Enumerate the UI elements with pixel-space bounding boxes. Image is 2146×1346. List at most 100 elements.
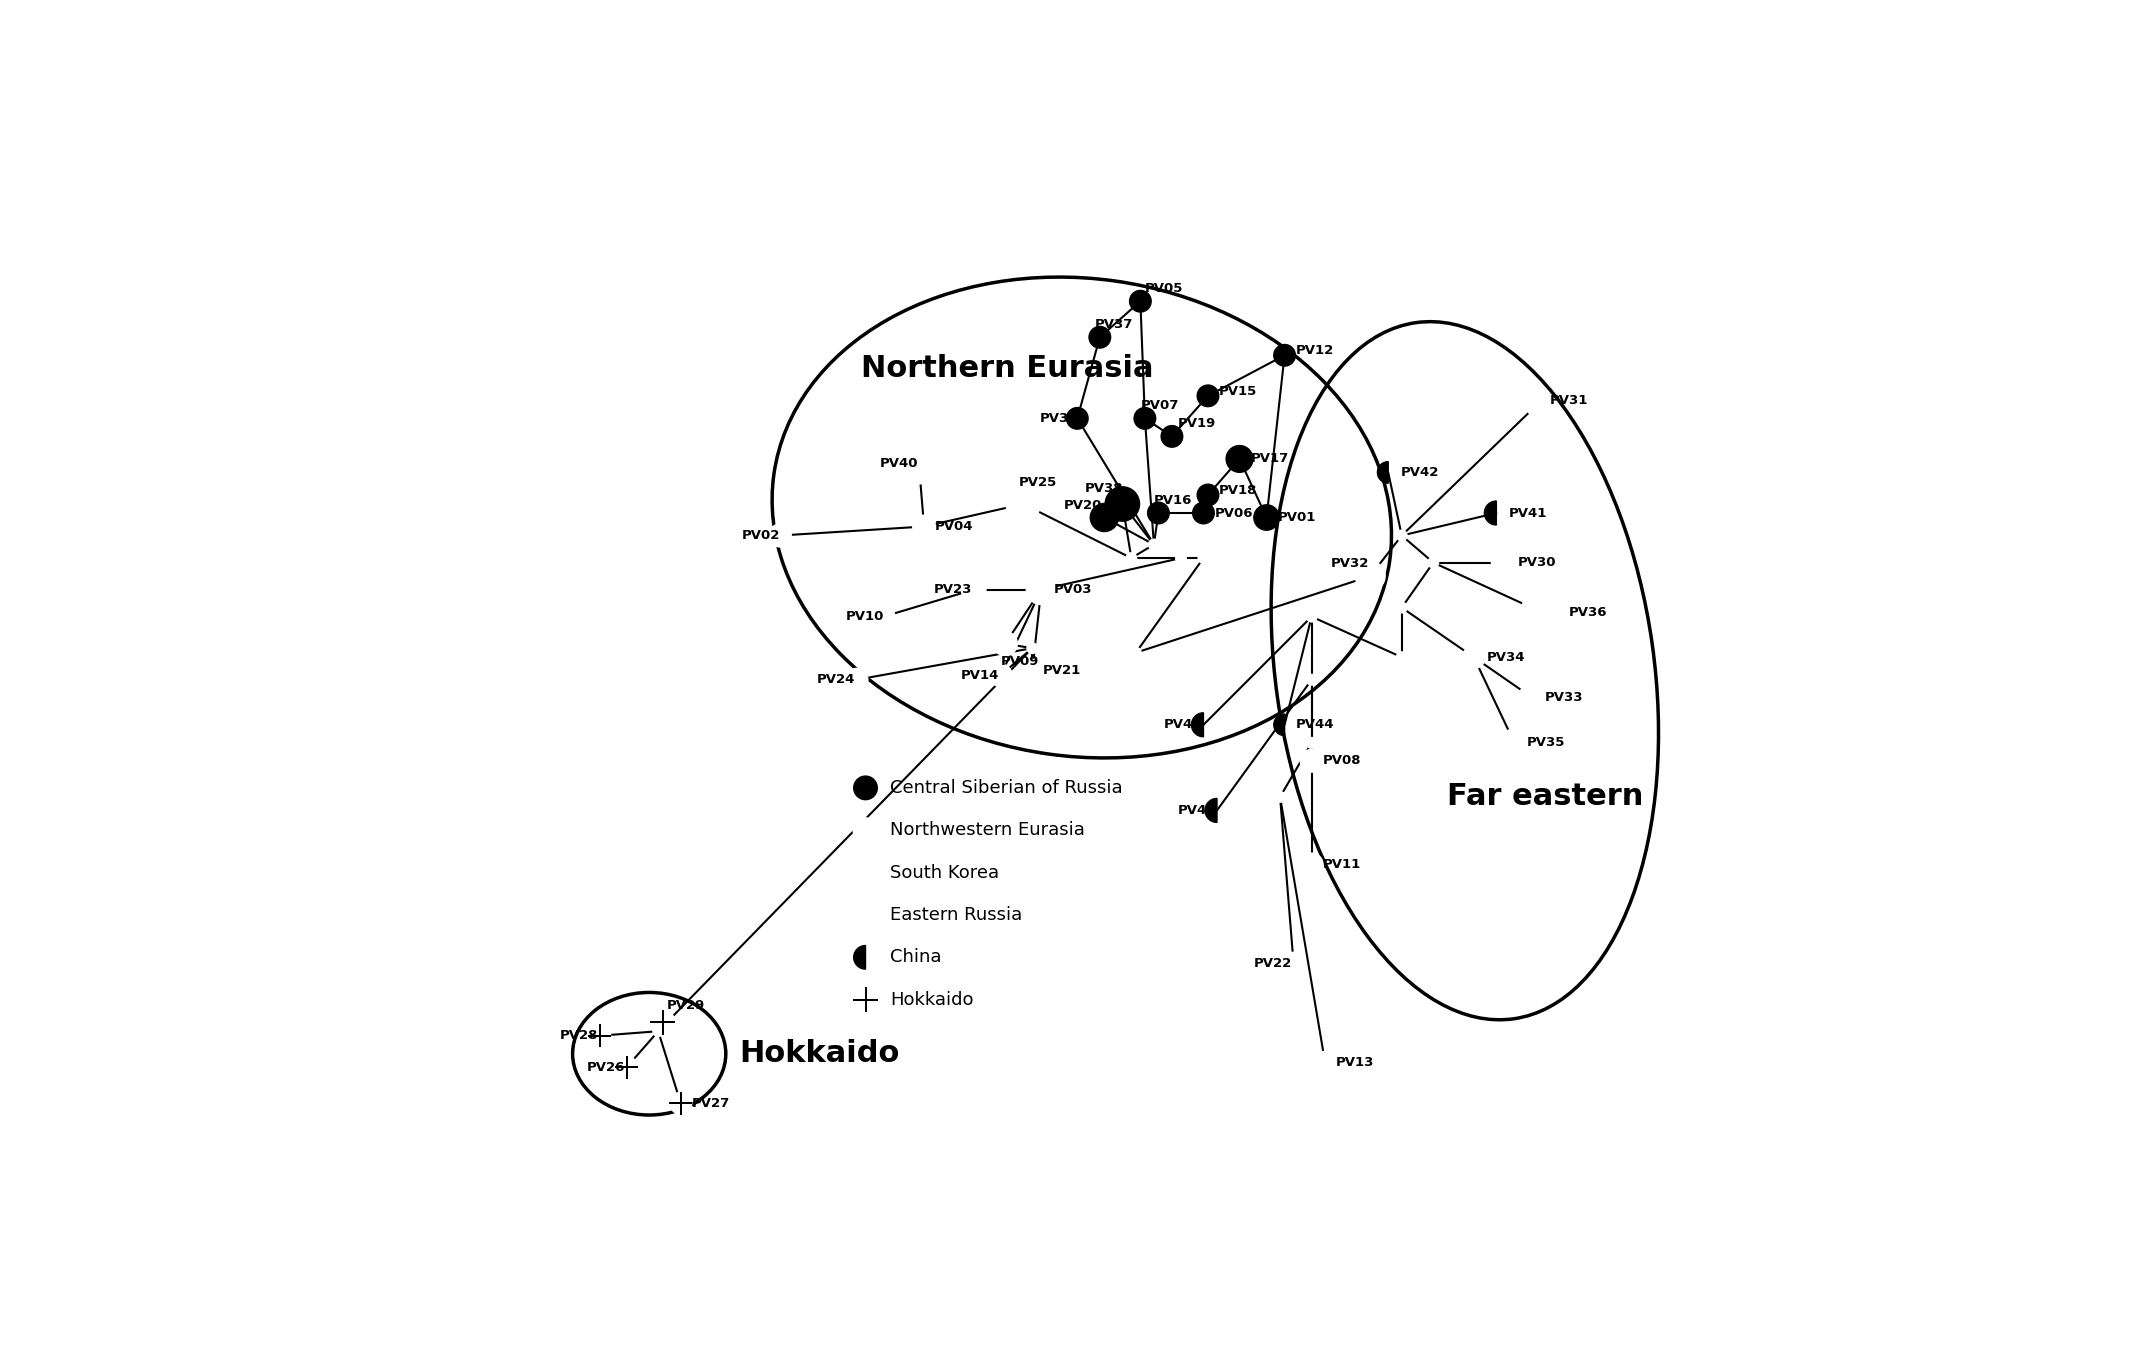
Text: PV21: PV21: [1043, 664, 1082, 677]
Circle shape: [1356, 561, 1384, 591]
Text: PV35: PV35: [1528, 736, 1564, 750]
Text: PV12: PV12: [1296, 345, 1333, 357]
Text: PV40: PV40: [880, 456, 918, 470]
Text: PV13: PV13: [1337, 1057, 1373, 1069]
Text: Far eastern: Far eastern: [1446, 782, 1644, 812]
Circle shape: [908, 462, 931, 483]
Circle shape: [1275, 345, 1296, 366]
Circle shape: [1491, 549, 1519, 576]
Text: PV08: PV08: [1322, 754, 1361, 767]
Text: PV06: PV06: [1215, 506, 1253, 520]
Circle shape: [994, 633, 1017, 656]
Text: Hokkaido: Hokkaido: [740, 1039, 899, 1069]
Text: PV44: PV44: [1296, 719, 1335, 731]
Circle shape: [1197, 385, 1219, 406]
Text: PV43: PV43: [1178, 804, 1217, 817]
Circle shape: [989, 665, 1011, 686]
Circle shape: [1028, 575, 1056, 604]
Circle shape: [1313, 1053, 1337, 1074]
Circle shape: [854, 777, 878, 800]
Text: PV14: PV14: [961, 669, 1000, 681]
Circle shape: [1161, 425, 1182, 447]
Text: PV42: PV42: [1401, 466, 1440, 479]
Polygon shape: [1378, 462, 1388, 483]
Text: South Korea: South Korea: [891, 864, 998, 882]
Text: PV36: PV36: [1569, 606, 1607, 619]
Text: PV28: PV28: [560, 1030, 599, 1042]
Text: PV27: PV27: [691, 1097, 730, 1110]
Text: PV03: PV03: [1054, 583, 1092, 596]
Circle shape: [1397, 603, 1406, 612]
Text: PV17: PV17: [1251, 452, 1290, 466]
Text: PV24: PV24: [818, 673, 856, 686]
Circle shape: [1464, 646, 1485, 668]
Text: PV02: PV02: [743, 529, 781, 542]
Circle shape: [1067, 408, 1088, 429]
Text: Northern Eurasia: Northern Eurasia: [861, 354, 1155, 384]
Text: PV29: PV29: [667, 1000, 706, 1012]
Text: PV30: PV30: [1517, 556, 1556, 569]
Text: PV31: PV31: [1549, 394, 1588, 406]
Circle shape: [854, 903, 878, 927]
Text: PV20: PV20: [1064, 499, 1103, 513]
Circle shape: [1397, 653, 1406, 662]
Circle shape: [1105, 487, 1140, 521]
Circle shape: [1131, 647, 1142, 658]
Text: PV34: PV34: [1487, 650, 1526, 664]
Circle shape: [1526, 394, 1547, 416]
Circle shape: [670, 1093, 691, 1113]
Text: Northwestern Eurasia: Northwestern Eurasia: [891, 821, 1084, 840]
Text: PV04: PV04: [936, 520, 974, 533]
Text: PV16: PV16: [1155, 494, 1193, 507]
Text: Hokkaido: Hokkaido: [891, 991, 974, 1008]
Circle shape: [961, 577, 985, 602]
Text: PV07: PV07: [1140, 400, 1178, 412]
Circle shape: [1397, 530, 1406, 541]
Text: PV23: PV23: [934, 583, 972, 596]
Text: China: China: [891, 949, 942, 966]
Polygon shape: [1485, 501, 1496, 525]
Text: PV11: PV11: [1322, 857, 1361, 871]
Circle shape: [1300, 750, 1322, 771]
Text: Eastern Russia: Eastern Russia: [891, 906, 1021, 923]
Text: PV15: PV15: [1219, 385, 1258, 398]
Circle shape: [854, 988, 878, 1011]
Text: PV19: PV19: [1178, 417, 1215, 431]
Circle shape: [854, 818, 878, 843]
Circle shape: [1193, 502, 1215, 524]
Text: PV18: PV18: [1219, 485, 1258, 497]
Circle shape: [1300, 853, 1322, 875]
Text: PV37: PV37: [1094, 318, 1133, 331]
Circle shape: [1275, 791, 1285, 802]
Circle shape: [1129, 291, 1150, 312]
Circle shape: [1307, 674, 1318, 685]
Circle shape: [1090, 503, 1118, 532]
Text: PV41: PV41: [1509, 506, 1547, 520]
Circle shape: [1307, 611, 1318, 622]
Circle shape: [1283, 953, 1305, 975]
Text: PV05: PV05: [1144, 283, 1182, 295]
Text: PV32: PV32: [1331, 557, 1369, 569]
Circle shape: [1088, 327, 1112, 349]
Circle shape: [1500, 730, 1528, 756]
Circle shape: [1429, 557, 1438, 568]
Circle shape: [1197, 485, 1219, 506]
Circle shape: [1225, 446, 1253, 472]
Polygon shape: [1191, 713, 1204, 736]
Circle shape: [846, 669, 867, 690]
Circle shape: [616, 1057, 637, 1078]
Text: PV10: PV10: [846, 610, 884, 623]
Text: PV39: PV39: [1039, 412, 1077, 425]
Text: PV09: PV09: [1000, 656, 1039, 668]
Circle shape: [590, 1026, 609, 1046]
Circle shape: [650, 1011, 674, 1034]
Circle shape: [1021, 660, 1043, 681]
Polygon shape: [1275, 713, 1285, 735]
Text: PV33: PV33: [1545, 692, 1584, 704]
Circle shape: [652, 1026, 663, 1036]
Circle shape: [1127, 553, 1137, 563]
Text: PV26: PV26: [588, 1061, 624, 1074]
Circle shape: [1176, 553, 1187, 563]
Circle shape: [1028, 643, 1037, 653]
Circle shape: [768, 525, 790, 546]
